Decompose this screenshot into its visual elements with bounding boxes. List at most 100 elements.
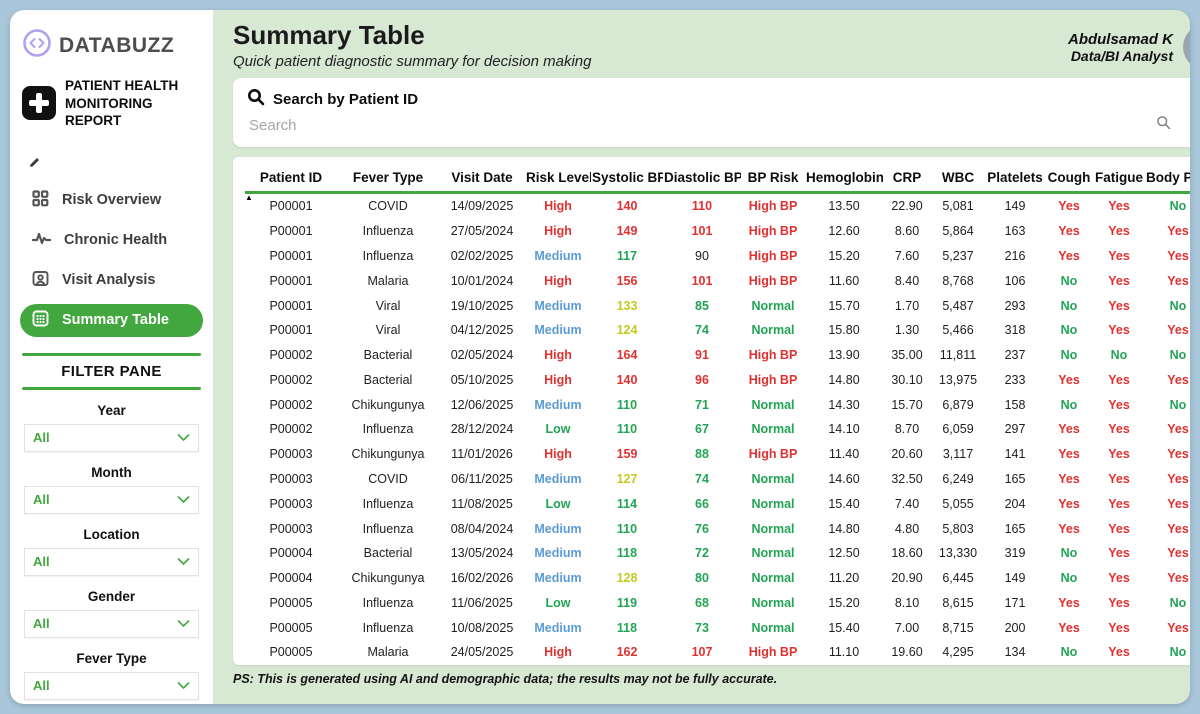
table-cell: Chikungunya [351,571,425,586]
table-row[interactable]: P00004 Chikungunya 16/02/2026 Medium 128 80 No… [245,566,1190,591]
table-row[interactable]: P00001 COVID 14/09/2025 High 140 110 High BP 13… [245,193,1190,219]
table-cell: 164 [616,348,638,363]
slicer-location[interactable]: All [24,547,199,576]
column-header[interactable]: Patient ID [245,161,337,194]
table-row[interactable]: P00002 Bacterial 05/10/2025 High 140 96 High B… [245,367,1190,392]
table-cell: No [1169,298,1187,313]
column-header[interactable]: Systolic BP [591,161,663,194]
table-cell: 11.60 [828,273,860,288]
table-cell: High BP [748,224,798,239]
table-cell: Normal [751,521,795,536]
table-cell: 7.40 [894,496,920,511]
table-cell: 5,487 [942,298,974,313]
profile: Abdulsamad K Data/BI Analyst [1068,24,1190,70]
column-header[interactable]: Diastolic BP [663,161,741,194]
table-row[interactable]: P00002 Bacterial 02/05/2024 High 164 91 High B… [245,343,1190,368]
column-header[interactable]: Fatigue [1093,161,1145,194]
filter-pane: FILTER PANE Year All Month All Location [20,352,203,704]
column-header[interactable]: Cough [1045,161,1093,194]
column-header[interactable]: Body Pain [1145,161,1190,194]
profile-name: Abdulsamad K [1067,30,1173,48]
search-small-icon[interactable] [1156,115,1171,135]
table-cell: No [1060,645,1078,660]
table-cell: 127 [616,471,638,486]
table-row[interactable]: P00001 Viral 04/12/2025 Medium 124 74 Normal 15… [245,318,1190,343]
slicer-fever-type[interactable]: All [24,671,199,700]
table-cell: 107 [691,645,713,660]
table-cell: 5,055 [942,496,974,511]
column-header[interactable]: Risk Level [525,161,591,194]
table-cell: 114 [616,496,638,511]
table-cell: 19/10/2025 [450,298,514,313]
slicer-year[interactable]: All [24,423,199,452]
slicer-month[interactable]: All [24,485,199,514]
search-label: Search by Patient ID [273,91,419,108]
table-cell: Yes [1108,397,1130,412]
table-cell: 16/02/2026 [450,571,514,586]
table-cell: 101 [691,224,713,239]
table-row[interactable]: P00003 COVID 06/11/2025 Medium 127 74 Normal 14… [245,467,1190,492]
footer-note: PS: This is generated using AI and demog… [233,672,778,686]
column-header[interactable]: Fever Type [337,161,439,194]
table-cell: Yes [1108,199,1130,214]
table-row[interactable]: P00001 Influenza 27/05/2024 High 149 101 High … [245,219,1190,244]
table-row[interactable]: P00005 Influenza 10/08/2025 Medium 118 73 Norm… [245,615,1190,640]
table-cell: Yes [1167,546,1189,561]
table-cell: 158 [1004,397,1026,412]
sidebar-item-summary-table[interactable]: Summary Table [20,303,203,337]
table-cell: P00001 [269,298,313,313]
table-cell: P00003 [269,521,313,536]
table-cell: P00001 [269,199,313,214]
table-cell: P00004 [269,571,313,586]
table-cell: No [1060,546,1078,561]
column-header[interactable]: BP Risk [741,161,805,194]
table-cell: 134 [1004,645,1026,660]
column-header[interactable]: Visit Date [439,161,525,194]
table-row[interactable]: P00002 Influenza 28/12/2024 Low 110 67 Normal 1… [245,417,1190,442]
table-row[interactable]: P00002 Chikungunya 12/06/2025 Medium 110 71 No… [245,392,1190,417]
column-header[interactable]: CRP [883,161,931,194]
table-cell: 74 [695,471,709,486]
table-row[interactable]: P00001 Malaria 10/01/2024 High 156 101 High BP… [245,268,1190,293]
table-row[interactable]: P00005 Malaria 24/05/2025 High 162 107 High BP… [245,640,1190,665]
table-row[interactable]: P00004 Bacterial 13/05/2024 Medium 118 72 Norm… [245,541,1190,566]
search-input[interactable] [247,116,929,135]
table-cell: 13/05/2024 [450,546,514,561]
sidebar-item-visit-analysis[interactable]: Visit Analysis [20,264,203,297]
column-header[interactable]: WBC [931,161,985,194]
profile-role: Data/BI Analyst [1070,47,1173,64]
table-row[interactable]: P00003 Influenza 11/08/2025 Low 114 66 Normal 1… [245,491,1190,516]
table-cell: Bacterial [363,348,413,363]
table-row[interactable]: P00001 Viral 19/10/2025 Medium 133 85 Normal 15… [245,293,1190,318]
table-cell: Yes [1167,422,1189,437]
divider [22,386,201,390]
table-cell: Yes [1058,199,1080,214]
table-cell: 6,879 [942,397,974,412]
table-cell: 18.60 [891,546,923,561]
column-header[interactable]: Hemoglobin [805,161,883,194]
table-cell: 237 [1004,348,1026,363]
summary-table-card: ▲ Patient ID Fever Type Visit Date Risk Lev… [233,157,1190,665]
table-cell: 165 [1004,521,1026,536]
table-cell: Yes [1108,471,1130,486]
table-row[interactable]: P00005 Influenza 11/06/2025 Low 119 68 Normal 1… [245,591,1190,616]
column-header[interactable]: Platelets [985,161,1045,194]
slicer-gender[interactable]: All [24,609,199,638]
table-row[interactable]: P00001 Influenza 02/02/2025 Medium 117 90 High… [245,244,1190,269]
table-cell: Yes [1058,595,1080,610]
table-cell: Normal [751,571,795,586]
table-cell: Yes [1167,372,1189,387]
table-cell: No [1060,273,1078,288]
sidebar-item-risk-overview[interactable]: Risk Overview [20,184,203,217]
table-cell: High [544,348,572,363]
report-title: Patient Health Monitoring Report [22,77,201,130]
sidebar-item-chronic-health[interactable]: Chronic Health [20,224,203,257]
summary-table: Patient ID Fever Type Visit Date Risk Level… [245,161,1190,665]
table-row[interactable]: P00003 Chikungunya 11/01/2026 High 159 88 High… [245,442,1190,467]
table-row[interactable]: P00003 Influenza 08/04/2024 Medium 110 76 Norm… [245,516,1190,541]
table-cell: High [544,372,572,387]
sort-arrow-icon[interactable]: ▲ [245,193,253,202]
table-cell: 101 [691,273,713,288]
table-cell: High BP [748,348,798,363]
table-cell: 13,330 [938,546,978,561]
